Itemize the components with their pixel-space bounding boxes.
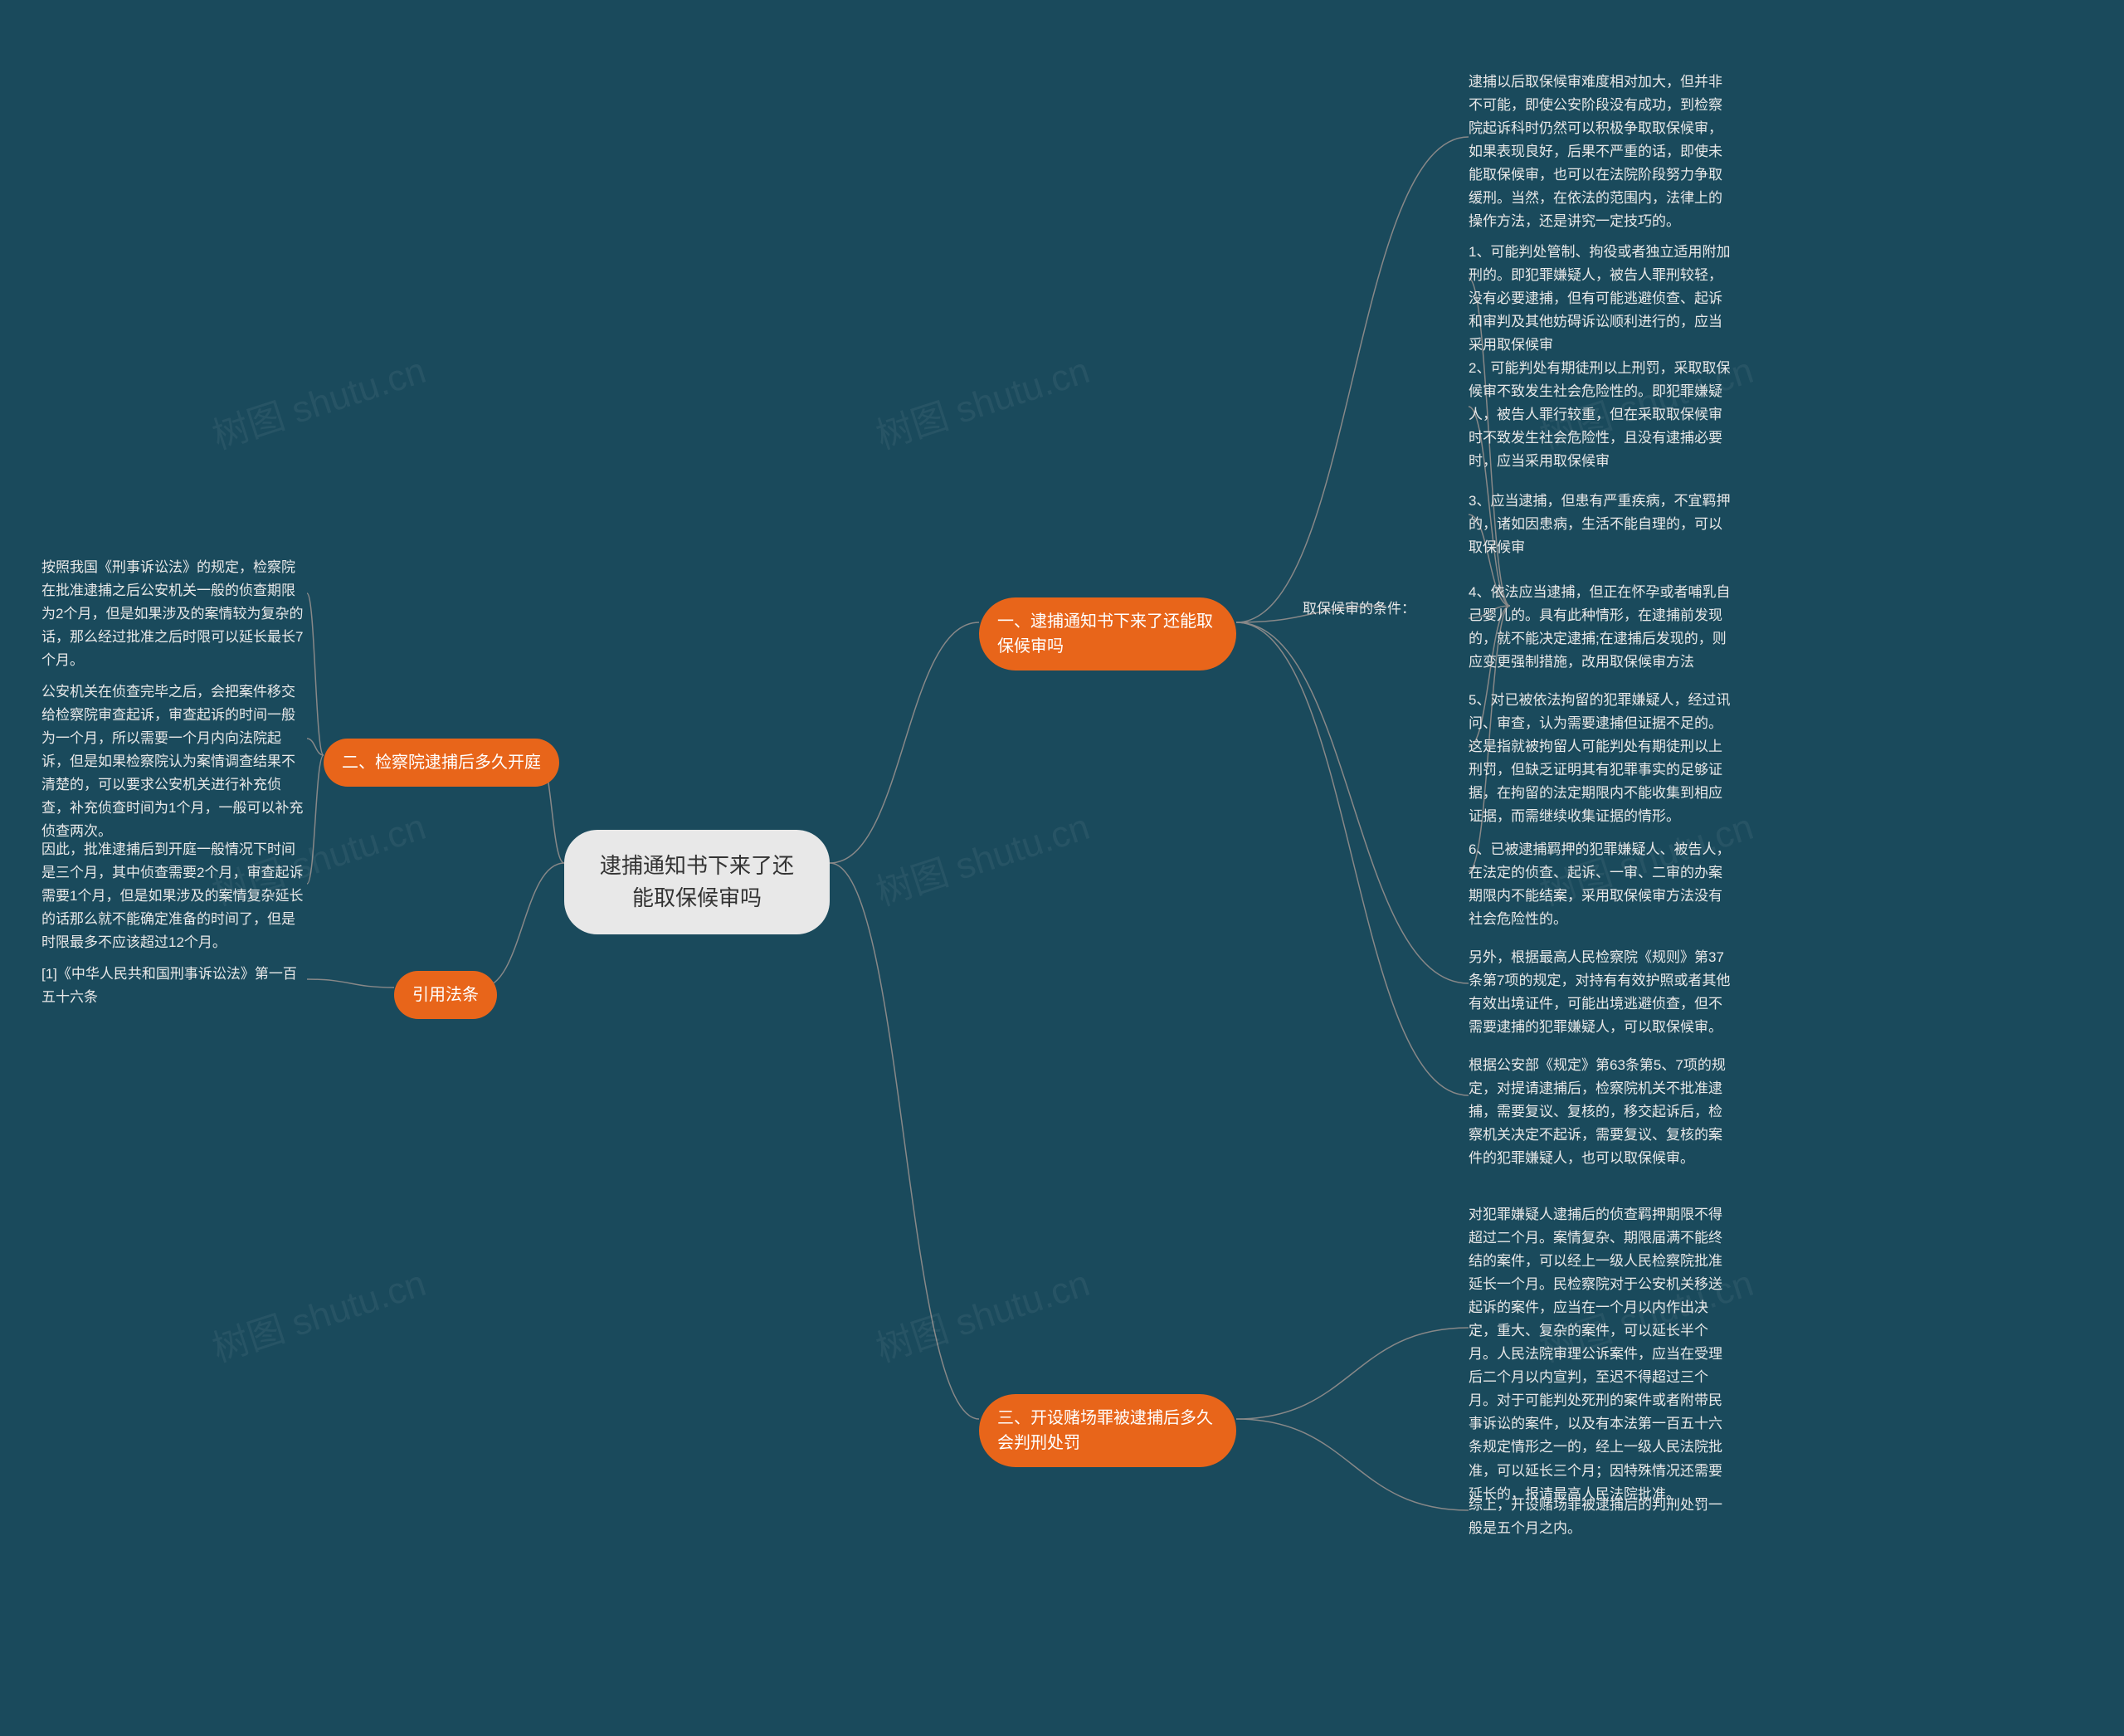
leaf-b1-intro: 逮捕以后取保候审难度相对加大，但并非不可能，即使公安阶段没有成功，到检察院起诉科…: [1469, 71, 1734, 233]
branch-2[interactable]: 二、检察院逮捕后多久开庭: [324, 739, 559, 787]
connector: [1236, 622, 1469, 983]
watermark: 树图 shutu.cn: [869, 340, 1095, 459]
connector: [1236, 137, 1469, 622]
watermark: 树图 shutu.cn: [869, 797, 1095, 915]
leaf-s1-5: 5、对已被依法拘留的犯罪嫌疑人，经过讯问、审查，认为需要逮捕但证据不足的。这是指…: [1469, 689, 1734, 828]
leaf-b1-extra2: 根据公安部《规定》第63条第5、7项的规定，对提请逮捕后，检察院机关不批准逮捕，…: [1469, 1054, 1734, 1170]
sub-conditions-label: 取保候审的条件：: [1303, 601, 1415, 617]
leaf-b3-1: 对犯罪嫌疑人逮捕后的侦查羁押期限不得超过二个月。案情复杂、期限届满不能终结的案件…: [1469, 1203, 1734, 1506]
watermark: 树图 shutu.cn: [869, 1253, 1095, 1372]
leaf-b1-extra1: 另外，根据最高人民检察院《规则》第37条第7项的规定，对持有有效护照或者其他有效…: [1469, 946, 1734, 1039]
connector: [307, 739, 324, 755]
branch-1[interactable]: 一、逮捕通知书下来了还能取保候审吗: [979, 597, 1236, 671]
leaf-s1-1: 1、可能判处管制、拘役或者独立适用附加刑的。即犯罪嫌疑人，被告人罪刑较轻，没有必…: [1469, 241, 1734, 357]
connector: [830, 622, 979, 863]
center-label: 逮捕通知书下来了还能取保候审吗: [600, 853, 794, 910]
connector: [307, 755, 324, 884]
leaf-b3-2: 综上，开设赌场罪被逮捕后的判刑处罚一般是五个月之内。: [1469, 1494, 1734, 1540]
leaf-b2-2: 公安机关在侦查完毕之后，会把案件移交给检察院审查起诉，审查起诉的时间一般为一个月…: [41, 680, 307, 843]
leaf-s1-4: 4、依法应当逮捕，但正在怀孕或者哺乳自己婴儿的。具有此种情形，在逮捕前发现的，就…: [1469, 581, 1734, 674]
branch-3[interactable]: 三、开设赌场罪被逮捕后多久会判刑处罚: [979, 1394, 1236, 1467]
connector: [481, 863, 564, 987]
leaf-b2-3: 因此，批准逮捕后到开庭一般情况下时间是三个月，其中侦查需要2个月，审查起诉需要1…: [41, 838, 307, 954]
branch-4[interactable]: 引用法条: [394, 971, 497, 1019]
sub-conditions: 取保候审的条件：: [1303, 597, 1415, 621]
leaf-s1-3: 3、应当逮捕，但患有严重疾病，不宜羁押的，诸如因患病，生活不能自理的，可以取保候…: [1469, 490, 1734, 559]
branch-4-label: 引用法条: [412, 986, 479, 1004]
branch-1-label: 一、逮捕通知书下来了还能取保候审吗: [997, 612, 1213, 656]
watermark: 树图 shutu.cn: [205, 340, 431, 459]
branch-3-label: 三、开设赌场罪被逮捕后多久会判刑处罚: [997, 1409, 1213, 1452]
center-node: 逮捕通知书下来了还能取保候审吗: [564, 830, 830, 934]
branch-2-label: 二、检察院逮捕后多久开庭: [342, 753, 541, 772]
connector: [830, 863, 979, 1419]
connector: [307, 979, 394, 987]
connector: [1236, 622, 1469, 1095]
leaf-b2-1: 按照我国《刑事诉讼法》的规定，检察院在批准逮捕之后公安机关一般的侦查期限为2个月…: [41, 556, 307, 672]
connector: [307, 593, 324, 755]
connector: [1236, 1328, 1469, 1419]
leaf-b4-1: [1]《中华人民共和国刑事诉讼法》第一百五十六条: [41, 963, 307, 1009]
leaf-s1-2: 2、可能判处有期徒刑以上刑罚，采取取保候审不致发生社会危险性的。即犯罪嫌疑人，被…: [1469, 357, 1734, 473]
leaf-s1-6: 6、已被逮捕羁押的犯罪嫌疑人、被告人，在法定的侦查、起诉、一审、二审的办案期限内…: [1469, 838, 1734, 931]
watermark: 树图 shutu.cn: [205, 1253, 431, 1372]
connector-layer: [0, 0, 2124, 1736]
connector: [1236, 1419, 1469, 1510]
